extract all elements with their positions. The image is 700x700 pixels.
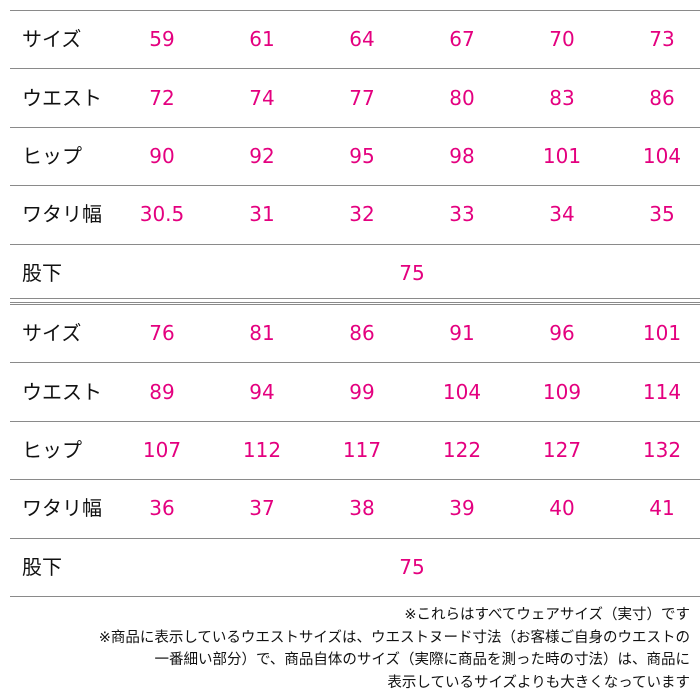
size-value: 67: [449, 27, 475, 52]
row-label: ヒップ: [22, 438, 82, 462]
size-value: 76: [149, 321, 175, 346]
row-divider: [10, 10, 700, 11]
size-value: 39: [449, 496, 475, 521]
row-divider: [10, 596, 700, 597]
size-value: 41: [649, 496, 675, 521]
size-value: 112: [242, 438, 282, 462]
size-value: 77: [349, 85, 375, 110]
size-value: 99: [349, 379, 375, 404]
size-value: 132: [642, 438, 682, 462]
size-value: 89: [149, 379, 175, 404]
size-value: 86: [349, 321, 375, 346]
size-value: 73: [649, 27, 675, 52]
row-divider: [10, 243, 700, 245]
size-value: 101: [542, 144, 582, 168]
size-value: 38: [349, 496, 375, 521]
size-value: 94: [249, 379, 275, 404]
size-value: 96: [549, 321, 575, 346]
size-value: 64: [349, 27, 375, 52]
size-value: 98: [449, 144, 475, 168]
row-divider: [10, 298, 700, 299]
size-value: 80: [449, 85, 475, 110]
size-value: 90: [149, 144, 175, 168]
size-value: 34: [549, 202, 575, 227]
size-value: 95: [349, 144, 375, 168]
inseam-value: 75: [399, 554, 425, 579]
size-value: 109: [542, 379, 582, 404]
row-divider: [10, 479, 700, 481]
row-label: ワタリ幅: [22, 202, 102, 227]
size-value: 81: [249, 321, 275, 346]
size-value: 72: [149, 85, 175, 110]
size-value: 92: [249, 144, 275, 168]
size-value: 101: [642, 321, 682, 346]
size-value: 86: [649, 85, 675, 110]
size-value: 122: [442, 438, 482, 462]
row-label: 股下: [22, 554, 62, 579]
row-divider: [10, 185, 700, 187]
row-label: サイズ: [22, 321, 82, 346]
row-divider: [10, 68, 700, 70]
size-value: 70: [549, 27, 575, 52]
row-divider: [10, 126, 700, 128]
row-divider: [10, 302, 700, 303]
size-value: 59: [149, 27, 175, 52]
size-value: 127: [542, 438, 582, 462]
size-value: 40: [549, 496, 575, 521]
row-divider: [10, 304, 700, 305]
inseam-value: 75: [399, 260, 425, 285]
size-value: 32: [349, 202, 375, 227]
row-divider: [10, 420, 700, 422]
size-value: 104: [442, 379, 482, 404]
size-value: 31: [249, 202, 275, 227]
size-value: 83: [549, 85, 575, 110]
row-label: ワタリ幅: [22, 496, 102, 521]
size-value: 36: [149, 496, 175, 521]
size-value: 33: [449, 202, 475, 227]
footnote: 表示しているサイズよりも大きくなっています: [387, 674, 690, 691]
size-value: 74: [249, 85, 275, 110]
row-label: ウエスト: [22, 85, 102, 110]
row-divider: [10, 537, 700, 539]
row-label: 股下: [22, 260, 62, 285]
size-value: 61: [249, 27, 275, 52]
size-value: 35: [649, 202, 675, 227]
size-value: 117: [342, 438, 382, 462]
size-value: 107: [142, 438, 182, 462]
row-label: サイズ: [22, 27, 82, 52]
footnote: ※これらはすべてウェアサイズ（実寸）です: [404, 607, 690, 623]
size-value: 104: [642, 144, 682, 168]
size-value: 114: [642, 379, 682, 404]
row-divider: [10, 362, 700, 364]
footnote: ※商品に表示しているウエストサイズは、ウエストヌード寸法（お客様ご自身のウエスト…: [98, 629, 690, 646]
row-label: ヒップ: [22, 144, 82, 168]
size-value: 37: [249, 496, 275, 521]
footnote: 一番細い部分）で、商品自体のサイズ（実際に商品を測った時の寸法）は、商品に: [154, 652, 690, 668]
row-label: ウエスト: [22, 379, 102, 404]
size-value: 30.5: [139, 202, 185, 227]
size-value: 91: [449, 321, 475, 346]
